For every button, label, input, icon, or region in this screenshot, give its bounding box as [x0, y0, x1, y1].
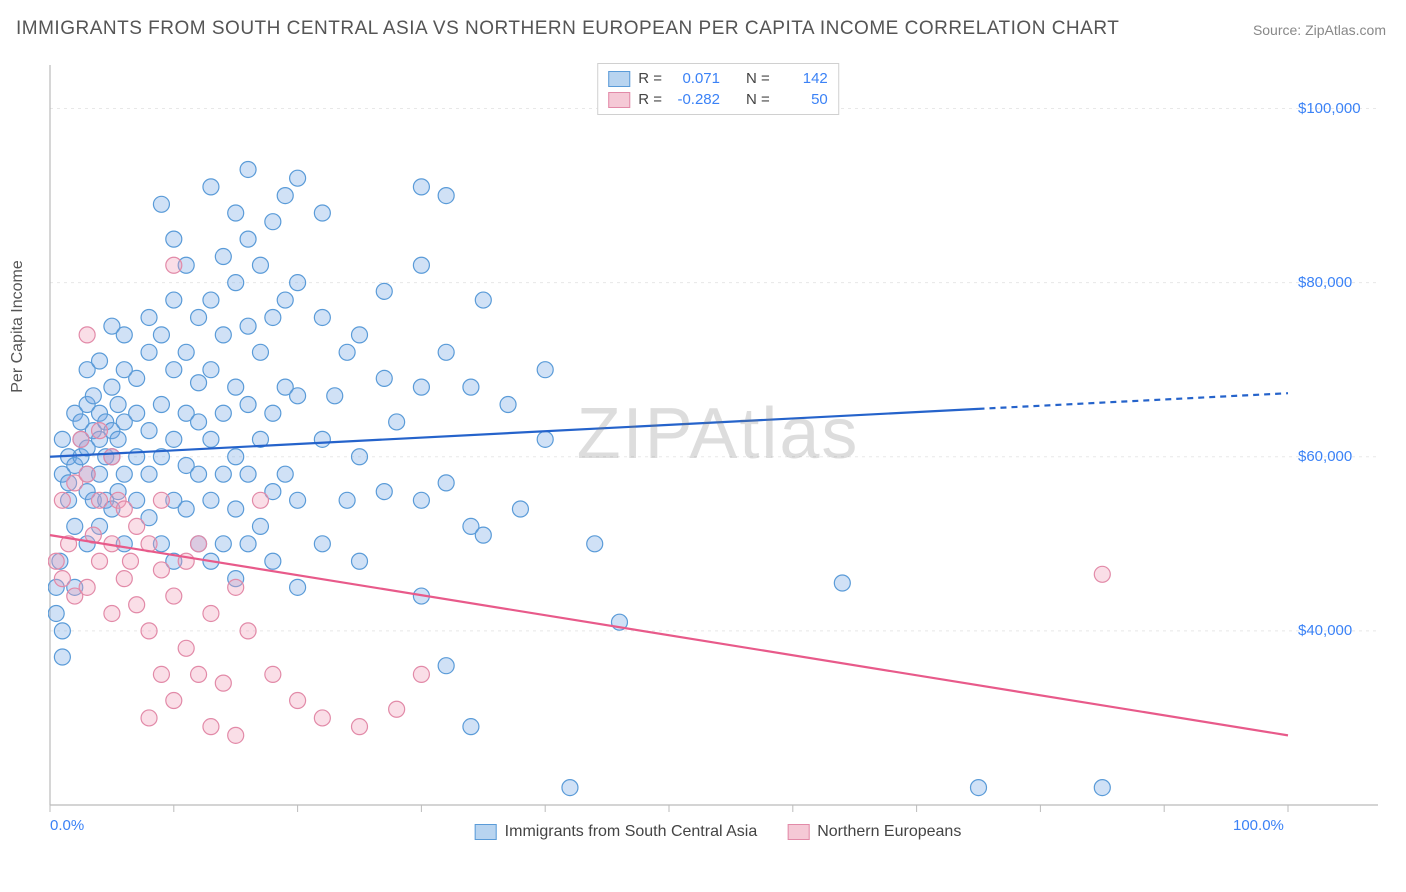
swatch-series-1: [608, 71, 630, 87]
y-axis-label: Per Capita Income: [9, 260, 27, 393]
scatter-plot-svg: [48, 55, 1388, 845]
legend-swatch-2: [787, 824, 809, 840]
r-value-series-2: -0.282: [670, 91, 720, 108]
y-tick-label: $100,000: [1298, 100, 1361, 117]
x-tick-label: 100.0%: [1233, 817, 1284, 834]
y-tick-label: $40,000: [1298, 622, 1352, 639]
stats-row-series-2: R = -0.282 N = 50: [608, 89, 828, 110]
source-attribution: Source: ZipAtlas.com: [1253, 22, 1386, 38]
r-value-series-1: 0.071: [670, 70, 720, 87]
r-label: R =: [638, 91, 662, 108]
swatch-series-2: [608, 92, 630, 108]
legend-swatch-1: [475, 824, 497, 840]
legend-label-1: Immigrants from South Central Asia: [505, 823, 758, 841]
r-label: R =: [638, 70, 662, 87]
y-tick-label: $80,000: [1298, 274, 1352, 291]
legend-item-series-1: Immigrants from South Central Asia: [475, 823, 758, 841]
stats-legend-box: R = 0.071 N = 142 R = -0.282 N = 50: [597, 63, 839, 115]
stats-row-series-1: R = 0.071 N = 142: [608, 68, 828, 89]
x-tick-label: 0.0%: [50, 817, 84, 834]
n-label: N =: [746, 70, 770, 87]
legend-item-series-2: Northern Europeans: [787, 823, 961, 841]
n-value-series-1: 142: [778, 70, 828, 87]
n-label: N =: [746, 91, 770, 108]
chart-container: Per Capita Income ZIPAtlas R = 0.071 N =…: [48, 55, 1388, 845]
chart-title: IMMIGRANTS FROM SOUTH CENTRAL ASIA VS NO…: [16, 18, 1119, 40]
y-tick-label: $60,000: [1298, 448, 1352, 465]
n-value-series-2: 50: [778, 91, 828, 108]
legend-label-2: Northern Europeans: [817, 823, 961, 841]
series-legend: Immigrants from South Central Asia North…: [475, 823, 962, 841]
